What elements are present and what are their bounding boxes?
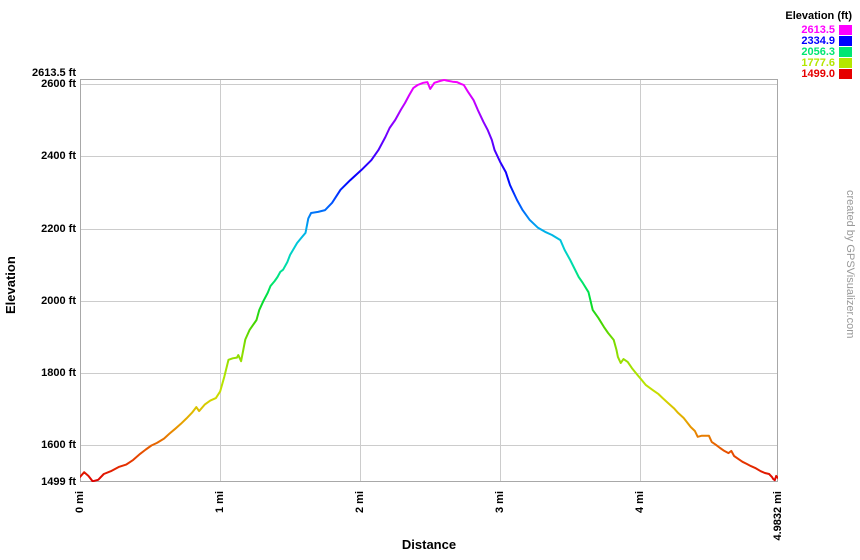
legend-row: 2334.9 bbox=[742, 35, 852, 47]
legend-row: 2056.3 bbox=[742, 46, 852, 58]
legend-swatch bbox=[839, 58, 852, 68]
plot-border bbox=[80, 79, 778, 482]
x-axis-title: Distance bbox=[401, 537, 457, 552]
watermark: created by GPSVisualizer.com bbox=[844, 190, 856, 339]
y-tick-label: 1499 ft bbox=[41, 476, 76, 488]
legend-value: 2056.3 bbox=[801, 46, 835, 58]
y-tick-label: 1600 ft bbox=[41, 439, 76, 451]
legend-row: 1777.6 bbox=[742, 57, 852, 69]
legend-swatch bbox=[839, 36, 852, 46]
plot-area bbox=[80, 79, 778, 482]
legend: Elevation (ft) 2613.5 2334.9 2056.3 1777.6 1… bbox=[742, 10, 852, 80]
y-tick-label: 2000 ft bbox=[41, 295, 76, 307]
legend-swatch bbox=[839, 69, 852, 79]
legend-swatch bbox=[839, 47, 852, 57]
legend-swatch bbox=[839, 25, 852, 35]
legend-rows: 2613.5 2334.9 2056.3 1777.6 1499.0 bbox=[742, 24, 852, 80]
legend-value: 2613.5 bbox=[801, 24, 835, 36]
y-tick-label: 2400 ft bbox=[41, 150, 76, 162]
legend-title: Elevation (ft) bbox=[785, 10, 852, 22]
y-axis-title: Elevation bbox=[3, 256, 18, 314]
profile-line bbox=[80, 79, 778, 482]
y-tick-label: 2200 ft bbox=[41, 223, 76, 235]
legend-row: 2613.5 bbox=[742, 24, 852, 36]
legend-value: 1777.6 bbox=[801, 57, 835, 69]
y-tick-label: 2600 ft bbox=[41, 78, 76, 90]
y-tick-label: 1800 ft bbox=[41, 367, 76, 379]
legend-value: 1499.0 bbox=[801, 68, 835, 80]
legend-value: 2334.9 bbox=[801, 35, 835, 47]
legend-row: 1499.0 bbox=[742, 68, 852, 80]
y-tick-label: 2613.5 ft bbox=[31, 67, 76, 79]
